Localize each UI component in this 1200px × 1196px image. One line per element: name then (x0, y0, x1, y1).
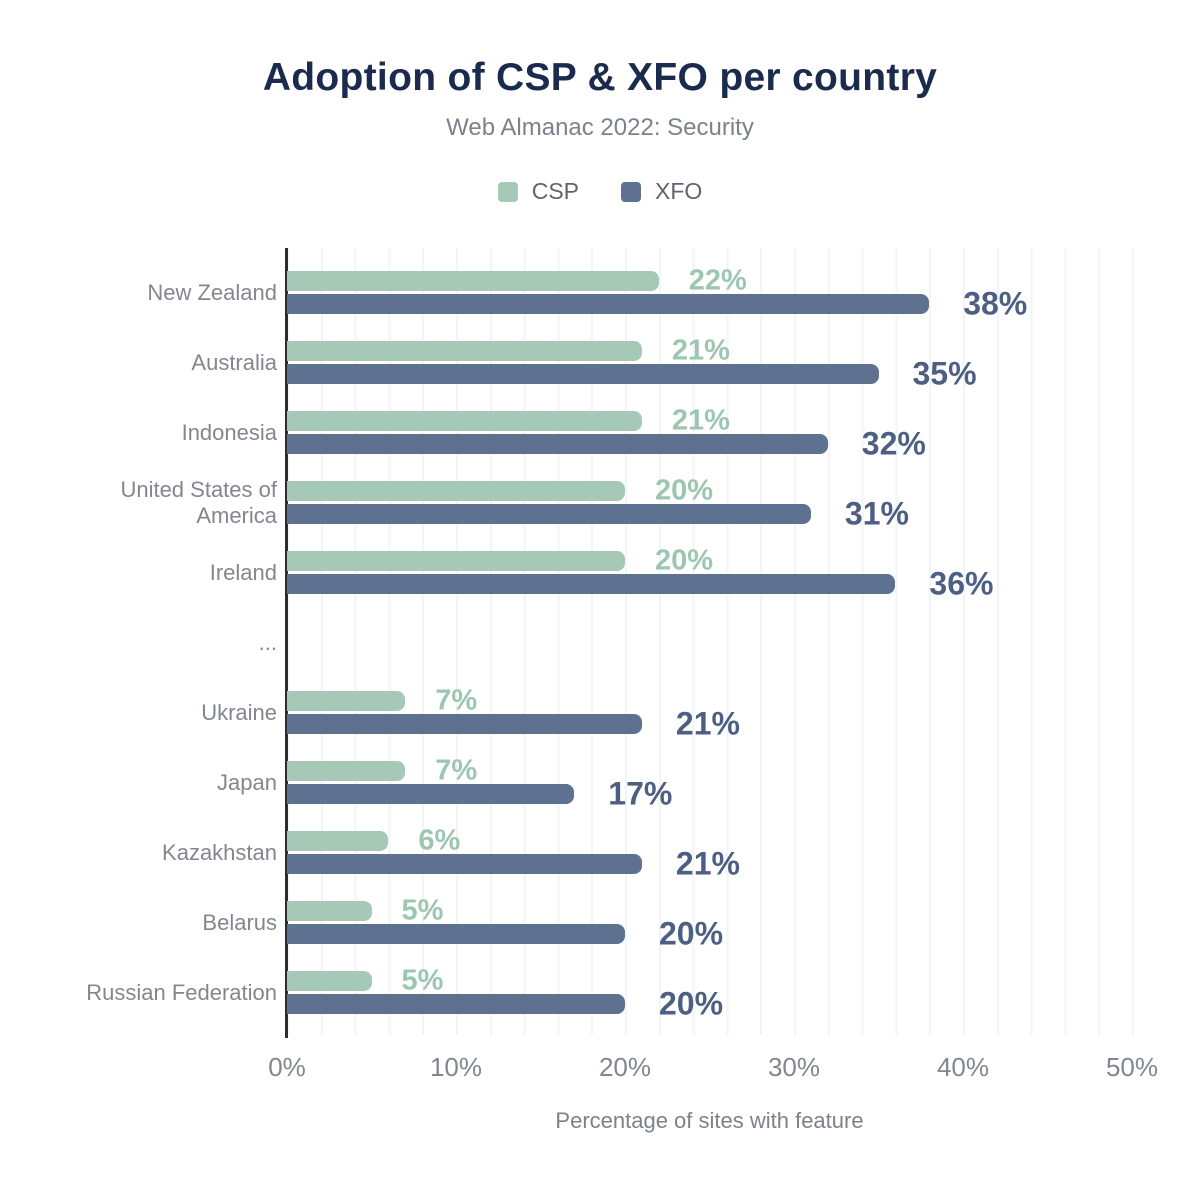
xfo-bar (287, 434, 828, 454)
xfo-value-label: 38% (963, 285, 1028, 322)
category-label: Kazakhstan (162, 840, 277, 865)
xfo-bar (287, 574, 896, 594)
x-tick-label: 30% (767, 1052, 821, 1082)
xfo-bar (287, 924, 625, 944)
category-label: Indonesia (181, 420, 277, 445)
csp-value-label: 21% (671, 334, 730, 367)
chart-row: Indonesia 21% 32% (182, 398, 1132, 468)
csp-value-label: 21% (671, 404, 730, 437)
chart-title: Adoption of CSP & XFO per country (262, 56, 938, 99)
chart-row: New Zealand 22% 38% (147, 258, 1132, 328)
xfo-value-label: 36% (929, 565, 994, 602)
xfo-value-label: 20% (659, 985, 724, 1022)
xfo-value-label: 20% (659, 915, 724, 952)
csp-bar (287, 761, 406, 781)
x-tick-label: 0% (268, 1052, 306, 1082)
chart-row: Japan 7% 17% (217, 748, 1132, 818)
csp-bar (287, 901, 372, 921)
csp-value-label: 7% (435, 754, 478, 787)
csp-bar (287, 271, 659, 291)
xfo-value-label: 35% (912, 355, 977, 392)
x-tick-label: 40% (936, 1052, 990, 1082)
csp-value-label: 20% (655, 474, 714, 507)
category-label: Japan (217, 770, 277, 795)
xfo-bar (287, 714, 642, 734)
chart-row: ... (259, 608, 1132, 678)
chart-row: Russian Federation 5% 20% (86, 958, 1132, 1028)
chart-row: Ireland 20% 36% (210, 538, 1132, 608)
x-tick-label: 10% (429, 1052, 483, 1082)
chart-row: United States of America 20% 31% (120, 468, 1132, 538)
csp-value-label: 22% (688, 264, 747, 297)
chart-row: Ukraine 7% 21% (201, 678, 1132, 748)
chart-row: Belarus 5% 20% (202, 888, 1132, 958)
xfo-value-label: 32% (861, 425, 926, 462)
xfo-bar (287, 504, 811, 524)
legend-label: CSP (531, 178, 579, 204)
csp-value-label: 7% (435, 684, 478, 717)
legend-swatch-xfo (621, 181, 641, 202)
category-label: New Zealand (147, 280, 277, 305)
category-label: Ireland (209, 560, 277, 585)
x-tick-label: 50% (1105, 1052, 1159, 1082)
xfo-bar (287, 294, 930, 314)
xfo-value-label: 17% (608, 775, 673, 812)
x-axis-title: Percentage of sites with feature (555, 1108, 864, 1133)
chart-subtitle: Web Almanac 2022: Security (446, 114, 754, 141)
legend-swatch-csp (497, 181, 518, 202)
category-label: ... (258, 630, 277, 655)
chart-row: Australia 21% 35% (191, 328, 1132, 398)
csp-bar (287, 551, 625, 571)
category-label: Russian Federation (86, 980, 277, 1005)
chart-row: Kazakhstan 6% 21% (162, 818, 1132, 888)
y-axis-line (285, 248, 288, 1038)
csp-value-label: 6% (418, 824, 461, 857)
csp-value-label: 5% (401, 894, 444, 927)
xfo-value-label: 31% (844, 495, 909, 532)
csp-bar (287, 481, 625, 501)
xfo-bar (287, 854, 642, 874)
xfo-bar (287, 364, 879, 384)
category-label: United States of America (120, 477, 277, 528)
legend-label: XFO (655, 178, 703, 204)
legend-item-xfo: XFO (621, 178, 702, 205)
csp-bar (287, 341, 642, 361)
csp-bar (287, 831, 389, 851)
csp-bar (287, 971, 372, 991)
plot-area: New Zealand 22% 38% Australia 21% 35% Indonesi… (86, 248, 1158, 1133)
legend-item-csp: CSP (497, 178, 579, 205)
csp-value-label: 20% (655, 544, 714, 577)
category-label: Australia (191, 350, 277, 375)
legend: CSP XFO (0, 178, 1200, 205)
xfo-value-label: 21% (675, 705, 740, 742)
x-tick-label: 20% (598, 1052, 652, 1082)
xfo-value-label: 21% (675, 845, 740, 882)
csp-value-label: 5% (401, 964, 444, 997)
csp-bar (287, 411, 642, 431)
xfo-bar (287, 784, 575, 804)
csp-bar (287, 691, 406, 711)
category-label: Belarus (202, 910, 277, 935)
xfo-bar (287, 994, 625, 1014)
category-label: Ukraine (201, 700, 277, 725)
